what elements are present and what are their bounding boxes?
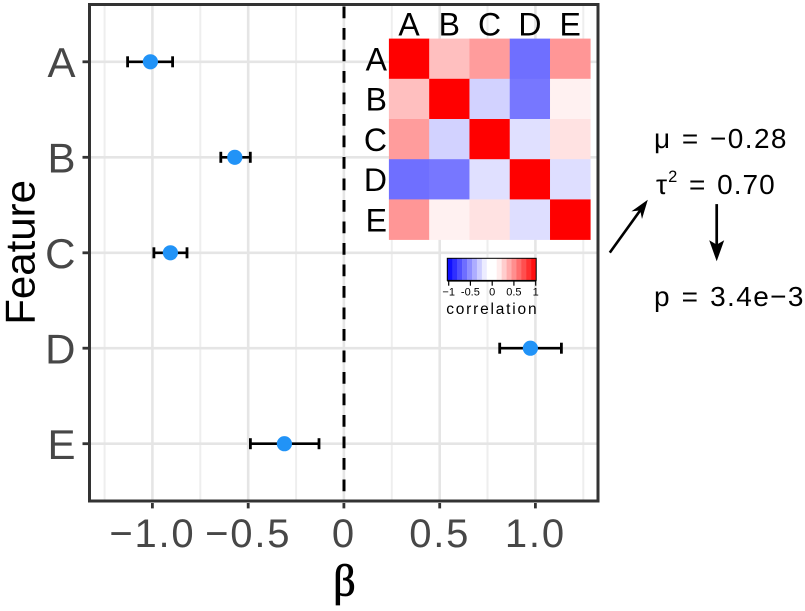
svg-text:correlation: correlation — [446, 301, 538, 318]
svg-text:−0.5: −0.5 — [205, 512, 291, 556]
svg-text:Feature: Feature — [0, 180, 44, 325]
svg-text:C: C — [45, 230, 75, 277]
svg-text:E: E — [366, 202, 387, 238]
svg-text:A: A — [47, 39, 75, 86]
svg-text:−1: −1 — [442, 287, 455, 299]
svg-text:C: C — [364, 122, 387, 158]
svg-text:0: 0 — [489, 287, 495, 299]
svg-text:D: D — [45, 325, 75, 372]
svg-text:1.0: 1.0 — [505, 512, 566, 556]
svg-text:D: D — [518, 6, 541, 42]
svg-text:C: C — [478, 6, 501, 42]
svg-text:E: E — [560, 6, 581, 42]
svg-text:B: B — [366, 82, 387, 118]
svg-text:−1.0: −1.0 — [109, 512, 195, 556]
svg-text:D: D — [364, 162, 387, 198]
svg-text:B: B — [439, 6, 460, 42]
svg-text:0.5: 0.5 — [506, 287, 521, 299]
svg-text:0: 0 — [332, 512, 356, 556]
svg-text:τ2 = 0.70: τ2 = 0.70 — [656, 168, 776, 200]
svg-text:-0.5: -0.5 — [461, 287, 480, 299]
svg-text:β: β — [333, 557, 355, 606]
svg-text:A: A — [366, 42, 388, 78]
svg-text:1: 1 — [533, 287, 539, 299]
svg-text:B: B — [47, 135, 75, 182]
svg-text:A: A — [398, 6, 420, 42]
svg-text:μ = −0.28: μ = −0.28 — [654, 123, 788, 154]
svg-text:p = 3.4e−3: p = 3.4e−3 — [654, 281, 805, 312]
svg-text:E: E — [47, 421, 75, 468]
svg-text:0.5: 0.5 — [409, 512, 470, 556]
